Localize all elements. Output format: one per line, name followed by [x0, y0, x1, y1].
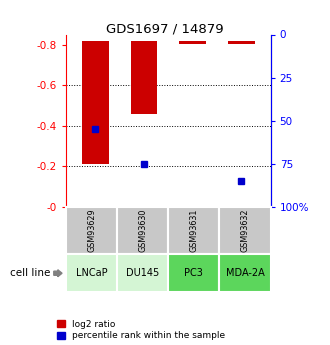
Text: LNCaP: LNCaP: [76, 268, 107, 277]
Text: GSM93629: GSM93629: [87, 208, 96, 252]
Text: GSM93631: GSM93631: [189, 209, 198, 252]
Text: GDS1697 / 14879: GDS1697 / 14879: [106, 22, 224, 36]
Bar: [179, 41, 206, 43]
Text: MDA-2A: MDA-2A: [226, 268, 264, 277]
Text: PC3: PC3: [184, 268, 203, 277]
Legend: log2 ratio, percentile rank within the sample: log2 ratio, percentile rank within the s…: [57, 320, 225, 341]
Bar: [131, 41, 157, 114]
Bar: [228, 41, 255, 43]
Text: GSM93630: GSM93630: [138, 209, 147, 252]
Text: DU145: DU145: [126, 268, 159, 277]
Text: GSM93632: GSM93632: [241, 208, 249, 252]
Text: cell line: cell line: [10, 268, 50, 278]
Bar: [82, 41, 109, 164]
